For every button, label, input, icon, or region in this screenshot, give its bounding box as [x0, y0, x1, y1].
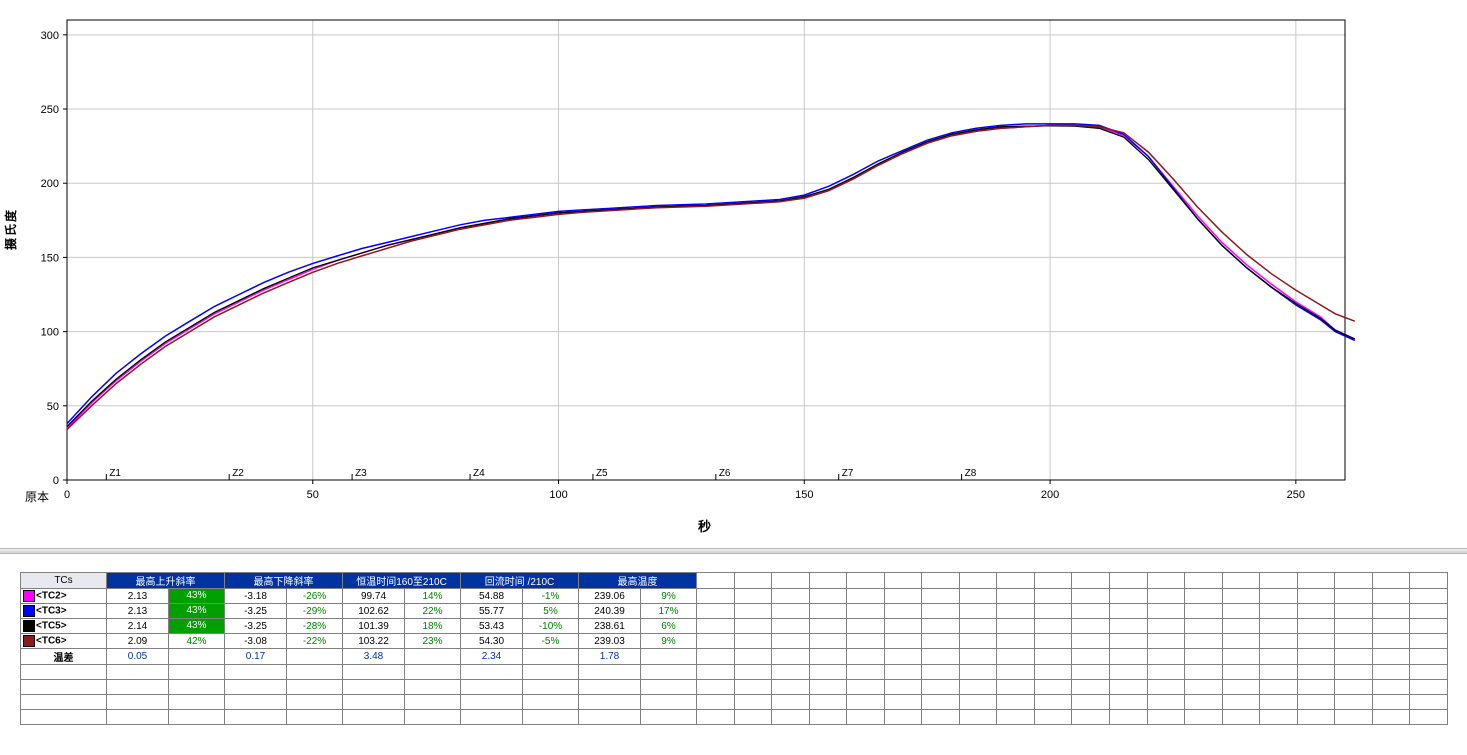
svg-text:Z5: Z5 [596, 468, 608, 479]
delta-value: 1.78 [579, 649, 641, 665]
blank-row [21, 665, 1448, 680]
pct-cell: 23% [405, 634, 461, 649]
pct-cell: 43% [169, 589, 225, 604]
table-header-row: TCs最高上升斜率最高下降斜率恒温时间160至210C回流时间 /210C最高温… [21, 573, 1448, 589]
table-row: <TC2>2.1343%-3.18-26%99.7414%54.88-1%239… [21, 589, 1448, 604]
pct-cell: -1% [523, 589, 579, 604]
pct-cell: -26% [287, 589, 343, 604]
results-table: TCs最高上升斜率最高下降斜率恒温时间160至210C回流时间 /210C最高温… [20, 572, 1448, 725]
delta-label: 温差 [21, 649, 107, 665]
svg-text:0: 0 [53, 475, 59, 487]
svg-text:300: 300 [41, 30, 59, 42]
value-cell: 240.39 [579, 604, 641, 619]
value-cell: 239.03 [579, 634, 641, 649]
svg-text:100: 100 [41, 327, 59, 339]
svg-text:0: 0 [64, 489, 70, 501]
value-cell: 239.06 [579, 589, 641, 604]
col-header-1: 最高下降斜率 [225, 573, 343, 589]
pct-cell: 9% [641, 634, 697, 649]
pct-cell: 17% [641, 604, 697, 619]
svg-text:Z2: Z2 [232, 468, 244, 479]
value-cell: 2.14 [107, 619, 169, 634]
value-cell: -3.08 [225, 634, 287, 649]
delta-value: 3.48 [343, 649, 405, 665]
svg-text:150: 150 [41, 252, 59, 264]
pct-cell: -5% [523, 634, 579, 649]
svg-text:100: 100 [549, 489, 567, 501]
svg-text:Z1: Z1 [109, 468, 121, 479]
value-cell: 53.43 [461, 619, 523, 634]
value-cell: 55.77 [461, 604, 523, 619]
value-cell: 238.61 [579, 619, 641, 634]
results-table-container: TCs最高上升斜率最高下降斜率恒温时间160至210C回流时间 /210C最高温… [20, 572, 1447, 725]
svg-text:200: 200 [1041, 489, 1059, 501]
svg-text:250: 250 [41, 104, 59, 116]
delta-value: 0.05 [107, 649, 169, 665]
table-row: <TC6>2.0942%-3.08-22%103.2223%54.30-5%23… [21, 634, 1448, 649]
table-row: <TC3>2.1343%-3.25-29%102.6222%55.775%240… [21, 604, 1448, 619]
value-cell: 54.30 [461, 634, 523, 649]
value-cell: 2.13 [107, 604, 169, 619]
delta-value: 0.17 [225, 649, 287, 665]
value-cell: 2.13 [107, 589, 169, 604]
value-cell: -3.25 [225, 604, 287, 619]
value-cell: 102.62 [343, 604, 405, 619]
tc-name-cell: <TC6> [21, 634, 107, 649]
col-header-2: 恒温时间160至210C [343, 573, 461, 589]
chart-area: 摄氏度 0 50 100 150 200 250 300 0 50 100 150 200 250 Z1 Z… [0, 0, 1467, 548]
blank-row [21, 710, 1448, 725]
pct-cell: 42% [169, 634, 225, 649]
svg-text:150: 150 [795, 489, 813, 501]
delta-value: 2.34 [461, 649, 523, 665]
pct-cell: 43% [169, 604, 225, 619]
pane-divider[interactable] [0, 548, 1467, 554]
tc-name-cell: <TC2> [21, 589, 107, 604]
delta-row: 温差0.05 0.17 3.48 2.34 1.78 [21, 649, 1448, 665]
tc-name-cell: <TC5> [21, 619, 107, 634]
svg-text:Z4: Z4 [473, 468, 485, 479]
pct-cell: 9% [641, 589, 697, 604]
value-cell: 99.74 [343, 589, 405, 604]
blank-row [21, 695, 1448, 710]
svg-text:200: 200 [41, 178, 59, 190]
value-cell: 54.88 [461, 589, 523, 604]
y-axis-label: 摄氏度 [2, 208, 19, 250]
value-cell: -3.18 [225, 589, 287, 604]
svg-text:Z7: Z7 [842, 468, 854, 479]
col-header-0: 最高上升斜率 [107, 573, 225, 589]
pct-cell: 43% [169, 619, 225, 634]
value-cell: 103.22 [343, 634, 405, 649]
pct-cell: 22% [405, 604, 461, 619]
col-header-3: 回流时间 /210C [461, 573, 579, 589]
col-header-tcs: TCs [21, 573, 107, 589]
svg-text:50: 50 [47, 401, 59, 413]
svg-text:50: 50 [307, 489, 319, 501]
pct-cell: -10% [523, 619, 579, 634]
pct-cell: -28% [287, 619, 343, 634]
svg-text:250: 250 [1287, 489, 1305, 501]
x-axis-label: 秒 [698, 516, 711, 535]
tc-name-cell: <TC3> [21, 604, 107, 619]
col-header-4: 最高温度 [579, 573, 697, 589]
table-row: <TC5>2.1443%-3.25-28%101.3918%53.43-10%2… [21, 619, 1448, 634]
origin-label: 原本 [25, 488, 49, 505]
pct-cell: 5% [523, 604, 579, 619]
blank-row [21, 680, 1448, 695]
svg-text:Z8: Z8 [965, 468, 977, 479]
pct-cell: 18% [405, 619, 461, 634]
svg-text:Z3: Z3 [355, 468, 367, 479]
pct-cell: 14% [405, 589, 461, 604]
pct-cell: -29% [287, 604, 343, 619]
pct-cell: 6% [641, 619, 697, 634]
svg-text:Z6: Z6 [719, 468, 731, 479]
value-cell: 101.39 [343, 619, 405, 634]
thermal-profile-chart: 0 50 100 150 200 250 300 0 50 100 150 200 250 Z1 Z2 Z3 Z… [0, 0, 1467, 540]
value-cell: 2.09 [107, 634, 169, 649]
value-cell: -3.25 [225, 619, 287, 634]
pct-cell: -22% [287, 634, 343, 649]
